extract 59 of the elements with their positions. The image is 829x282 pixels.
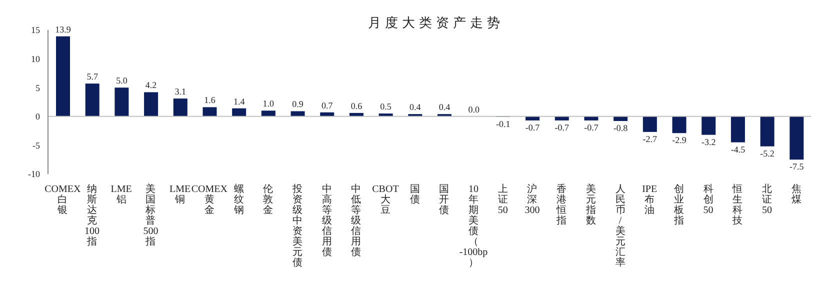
x-tick-label: 焦煤 — [791, 183, 802, 206]
x-tick-label: 香港恒指 — [556, 183, 567, 226]
y-tick-label: 0 — [36, 112, 40, 122]
data-label: 1.6 — [204, 95, 216, 106]
x-tick-label: 创业板指 — [672, 183, 684, 226]
data-label: 5.0 — [116, 76, 128, 86]
data-label: -7.5 — [790, 162, 804, 172]
x-tick-label: 投资级中资美元债 — [291, 183, 302, 268]
data-label: 1.0 — [262, 98, 275, 109]
data-label: 0.9 — [292, 99, 304, 110]
x-tick-label: 国债 — [410, 184, 420, 206]
x-tick-label: 人民币/美元汇率 — [615, 184, 626, 268]
data-label: 0.4 — [410, 102, 422, 112]
data-label: -0.1 — [496, 118, 510, 129]
data-label: -3.2 — [701, 136, 716, 147]
data-label: -4.5 — [730, 144, 746, 154]
chart-title: 月度大类资产走势 — [368, 14, 504, 32]
x-tick-label: 螺纹钢 — [232, 183, 244, 216]
x-tick-label: 美国标普500指 — [143, 183, 158, 248]
x-tick-label: 科创50 — [703, 183, 714, 216]
x-tick-label: COMEX白银 — [44, 184, 82, 216]
data-label: 4.2 — [145, 80, 157, 90]
data-label: -0.8 — [613, 123, 628, 134]
x-tick-label: IPE布油 — [642, 184, 658, 216]
x-tick-label: 上证50 — [498, 183, 508, 216]
x-tick-label: 10年期美债（-100bp） — [459, 184, 488, 268]
y-tick-label: 10 — [31, 54, 40, 64]
data-label: -2.7 — [642, 134, 658, 144]
y-tick-label: -5 — [32, 140, 40, 150]
data-label: 0.6 — [350, 100, 363, 111]
x-tick-label: 美元指数 — [584, 183, 596, 226]
data-label: 5.7 — [86, 72, 98, 82]
x-tick-label: 纳斯达克100指 — [84, 183, 100, 248]
data-label: 0.5 — [380, 102, 392, 112]
data-label: 0.0 — [468, 104, 480, 114]
data-label: 13.9 — [55, 24, 72, 34]
x-tick-label: 国开债 — [439, 184, 450, 216]
x-tick-label: LME铜 — [170, 184, 191, 206]
y-tick-label: 5 — [36, 82, 40, 93]
data-label: -0.7 — [525, 122, 540, 132]
data-label: 0.4 — [438, 102, 451, 112]
x-tick-label: 沪深300 — [524, 183, 540, 216]
data-label: 3.1 — [174, 86, 186, 97]
x-tick-label: CBOT大豆 — [372, 184, 399, 216]
data-label: -0.7 — [584, 122, 599, 132]
y-tick-label: -10 — [28, 169, 40, 180]
data-label: 1.4 — [233, 96, 246, 106]
x-tick-label: COMEX黄金 — [191, 184, 228, 216]
data-label: -5.2 — [760, 148, 774, 158]
x-tick-label: 中高等级信用债 — [322, 183, 332, 258]
x-tick-label: LME铝 — [110, 184, 132, 206]
x-tick-label: 恒生科技 — [732, 183, 743, 226]
x-tick-label: 北证50 — [762, 183, 772, 216]
data-label: -2.9 — [672, 135, 687, 146]
data-label: -0.7 — [554, 122, 570, 132]
data-label: 0.7 — [321, 100, 334, 110]
x-tick-label: 伦敦金 — [263, 183, 274, 216]
x-tick-label: 中低等级信用债 — [351, 183, 362, 258]
y-tick-label: 15 — [31, 25, 40, 36]
